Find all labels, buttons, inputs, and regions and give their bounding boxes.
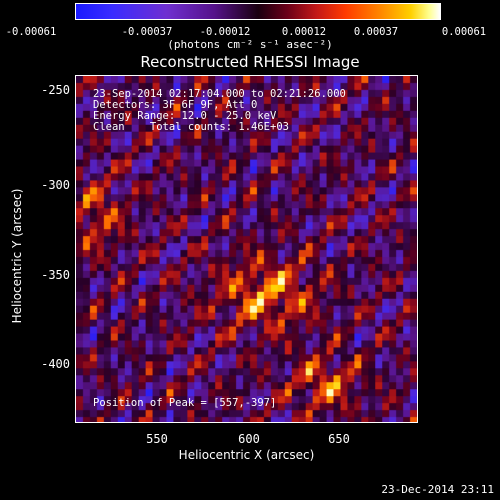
colorbar-tick-label: 0.00012: [281, 26, 327, 38]
y-tick-label: -300: [41, 178, 70, 192]
y-tick-label: -250: [41, 83, 70, 97]
colorbar-units: (photons cm⁻² s⁻¹ asec⁻²): [167, 38, 333, 51]
x-axis-label: Heliocentric X (arcsec): [178, 448, 315, 462]
image-title: Reconstructed RHESSI Image: [140, 53, 360, 71]
heatmap-image: [76, 76, 417, 422]
info-line: 23-Sep-2014 02:17:04.000 to 02:21:26.000: [93, 88, 346, 100]
peak-position: Position of Peak = [557,-397]: [93, 397, 277, 409]
x-tick-label: 650: [328, 432, 350, 446]
timestamp: 23-Dec-2014 23:11: [381, 483, 494, 496]
x-tick-label: 600: [238, 432, 260, 446]
colorbar-tick-label: -0.00012: [199, 26, 251, 38]
y-axis-label: Heliocentric Y (arcsec): [10, 188, 24, 324]
colorbar-tick-label: -0.00061: [5, 26, 57, 38]
y-tick-label: -400: [41, 357, 70, 371]
colorbar-tick-label: -0.00037: [121, 26, 173, 38]
info-line: Detectors: 3F 6F 9F, Att 0: [93, 99, 258, 111]
image-plot: 23-Sep-2014 02:17:04.000 to 02:21:26.000…: [75, 75, 418, 423]
y-tick-label: -350: [41, 268, 70, 282]
info-line: Clean Total counts: 1.46E+03: [93, 121, 289, 133]
info-line: Energy Range: 12.0 - 25.0 keV: [93, 110, 277, 122]
colorbar-tick-label: 0.00037: [353, 26, 399, 38]
colorbar: [75, 3, 441, 20]
colorbar-tick-label: 0.00061: [441, 26, 487, 38]
x-tick-label: 550: [146, 432, 168, 446]
